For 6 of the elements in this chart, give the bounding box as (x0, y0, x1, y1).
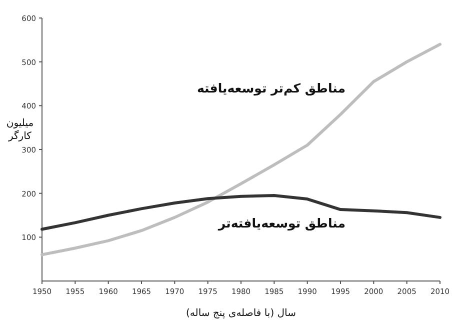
line-series (40, 42, 442, 256)
line-series (40, 194, 442, 231)
x-axis-title: سال (با فاصله‌ی پنج ساله) (186, 308, 296, 319)
series-label: مناطق توسعه‌یافته‌تر (217, 216, 346, 232)
y-axis-title: میلیون کارگر (6, 118, 34, 142)
series-label: مناطق کم‌تر توسعه‌یافته (196, 80, 346, 96)
